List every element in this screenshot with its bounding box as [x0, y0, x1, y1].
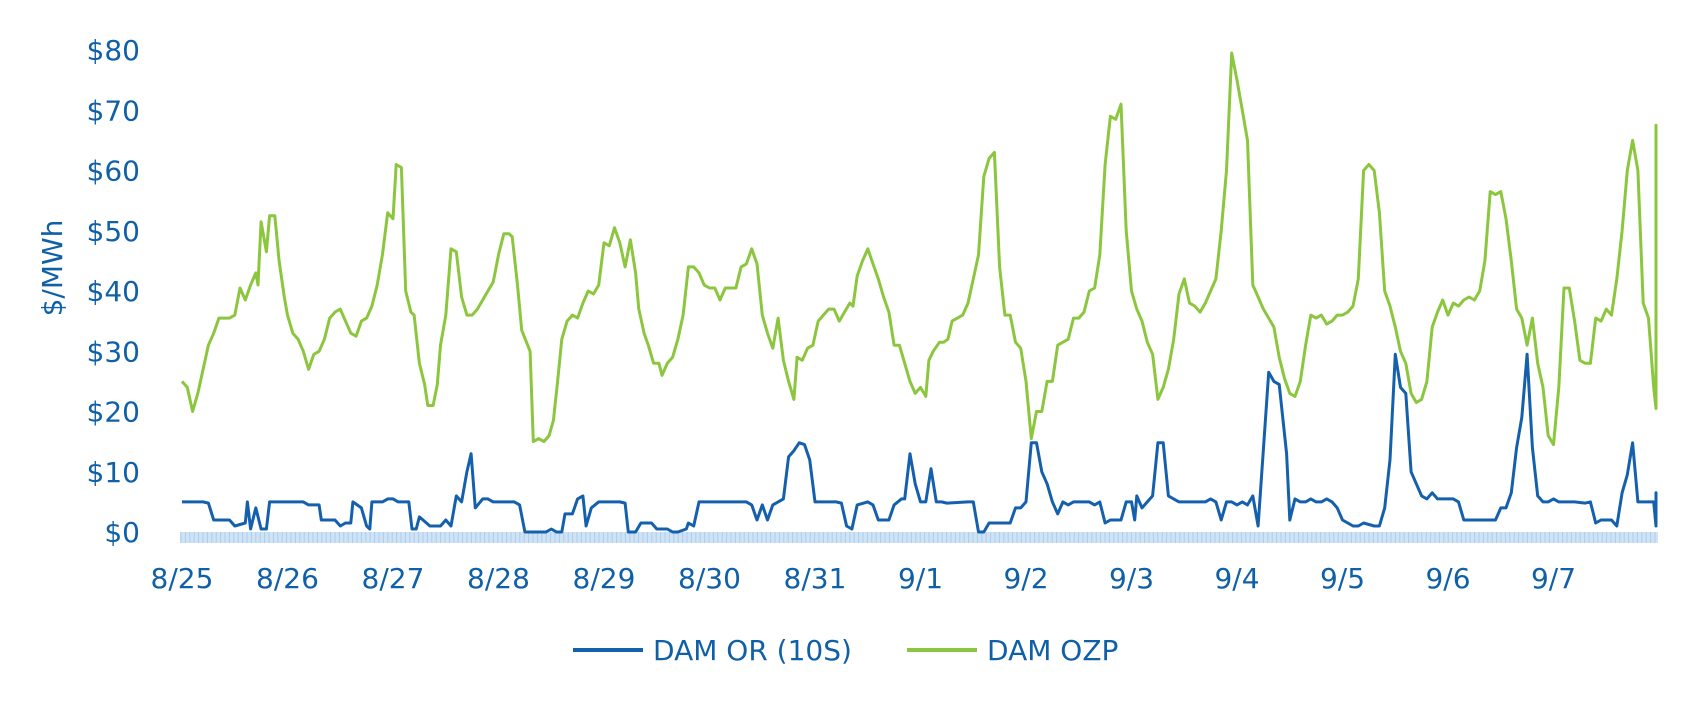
y-tick-label: $50 — [87, 215, 140, 248]
x-axis-hatch — [180, 532, 1656, 543]
x-tick-label: 8/26 — [256, 562, 319, 595]
series-line-dam-ozp — [180, 51, 1658, 447]
x-tick-label: 9/6 — [1425, 562, 1470, 595]
y-tick-label: $20 — [87, 396, 140, 429]
y-tick-label: $40 — [87, 275, 140, 308]
y-tick-label: $60 — [87, 155, 140, 188]
x-tick-label: 8/29 — [573, 562, 636, 595]
x-tick-label: 9/7 — [1531, 562, 1576, 595]
y-tick-label: $10 — [87, 456, 140, 489]
legend-label-dam-or: DAM OR (10S) — [653, 634, 852, 667]
y-tick-label: $0 — [104, 516, 140, 549]
x-tick-label: 8/25 — [151, 562, 214, 595]
x-tick-label: 8/30 — [678, 562, 741, 595]
x-tick-label: 9/3 — [1109, 562, 1154, 595]
x-tick-label: 8/27 — [362, 562, 425, 595]
x-tick-label: 9/2 — [1003, 562, 1048, 595]
legend: DAM OR (10S) DAM OZP — [573, 634, 1118, 667]
y-axis-label: $/MWh — [36, 220, 69, 317]
x-tick-label: 9/4 — [1214, 562, 1259, 595]
y-tick-label: $70 — [87, 94, 140, 127]
y-tick-labels: $0 $10 $20 $30 $40 $50 $60 $70 $80 — [87, 34, 140, 549]
x-tick-label: 8/31 — [784, 562, 847, 595]
x-axis-band — [180, 532, 1658, 543]
series-lines — [180, 51, 1658, 534]
series-line-dam-or-10s — [182, 352, 1658, 534]
x-tick-labels: 8/25 8/26 8/27 8/28 8/29 8/30 8/31 9/1 9/2 9/3 9/4… — [151, 562, 1576, 595]
y-tick-label: $80 — [87, 34, 140, 67]
x-tick-label: 9/5 — [1320, 562, 1365, 595]
x-tick-label: 8/28 — [467, 562, 530, 595]
legend-label-dam-ozp: DAM OZP — [987, 634, 1118, 667]
x-tick-label: 9/1 — [898, 562, 943, 595]
y-tick-label: $30 — [87, 335, 140, 368]
